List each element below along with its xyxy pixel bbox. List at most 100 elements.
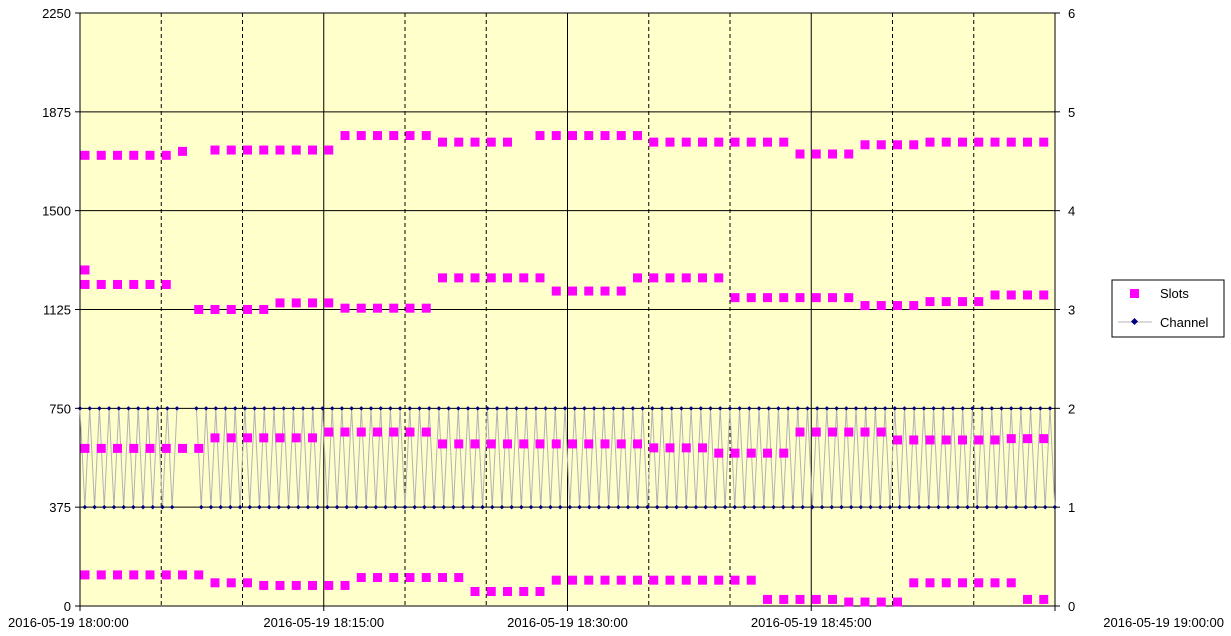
x-tick-label: 2016-05-19 18:45:00 (751, 615, 872, 630)
slots-point (389, 131, 399, 141)
channel-point (329, 406, 335, 411)
channel-point (431, 504, 437, 510)
slots-point (373, 427, 382, 437)
slots-point (519, 439, 529, 449)
channel-point (247, 504, 253, 510)
channel-point (679, 406, 684, 411)
slots-point (958, 297, 967, 307)
slots-point (519, 587, 529, 597)
channel-point (582, 406, 587, 411)
channel-point (965, 504, 970, 510)
slots-point (243, 433, 252, 443)
slots-point (568, 131, 577, 141)
slots-point (324, 427, 334, 437)
channel-point (155, 406, 160, 411)
y-right-tick-label: 0 (1068, 599, 1075, 614)
channel-point (1038, 406, 1043, 411)
slots-point (828, 427, 837, 437)
channel-point (538, 504, 544, 510)
slots-point (746, 293, 756, 303)
slots-point (1006, 434, 1016, 444)
legend-slots-label: Slots (1160, 286, 1189, 301)
channel-point (315, 504, 320, 510)
slots-point (698, 575, 707, 585)
channel-point (776, 406, 781, 411)
slots-point (551, 439, 561, 449)
slots-point (746, 137, 756, 147)
channel-point (974, 504, 980, 510)
slots-point (551, 286, 561, 296)
slots-point (389, 303, 399, 313)
channel-point (165, 406, 170, 411)
channel-point (465, 406, 471, 411)
channel-point (916, 504, 922, 510)
channel-point (291, 406, 296, 411)
channel-point (97, 406, 102, 411)
slots-point (1039, 137, 1049, 147)
slots-point (1039, 594, 1049, 604)
slots-point (389, 573, 399, 583)
slots-point (925, 435, 935, 445)
slots-point (438, 137, 447, 147)
slots-point (161, 443, 171, 453)
slots-point (811, 293, 821, 303)
slots-point (698, 137, 707, 147)
slots-point (259, 580, 269, 590)
channel-point (810, 504, 815, 510)
slots-point (340, 131, 350, 141)
slots-point (1039, 434, 1049, 444)
slots-point (893, 140, 902, 150)
channel-point (868, 504, 873, 510)
slots-point (909, 435, 919, 445)
channel-point (150, 504, 156, 510)
channel-point (824, 406, 830, 411)
slots-point (96, 443, 106, 453)
legend-slots-marker (1130, 289, 1139, 298)
channel-point (620, 406, 626, 411)
slots-point (486, 439, 496, 449)
channel-point (766, 406, 771, 411)
slots-point (340, 303, 350, 313)
channel-point (911, 406, 917, 411)
slots-point (795, 594, 805, 604)
channel-point (1008, 406, 1014, 411)
slots-point (649, 137, 659, 147)
axes: 0 375 750 1125 1500 1875 2250 0 1 2 3 4 5 6 2016-05-19… (8, 6, 1224, 630)
slots-point (649, 443, 659, 453)
slots-point (844, 597, 854, 607)
channel-point (499, 504, 505, 510)
slots-point (844, 293, 854, 303)
channel-point (717, 406, 723, 411)
channel-point (228, 504, 233, 510)
slots-series (80, 131, 1049, 607)
slots-point (730, 137, 740, 147)
slots-point (828, 594, 837, 604)
channel-point (713, 504, 718, 510)
slots-point (633, 575, 642, 585)
channel-point (426, 406, 432, 411)
slots-point (503, 273, 512, 283)
slots-point (1006, 290, 1016, 300)
slots-point (486, 587, 496, 597)
channel-point (392, 504, 398, 510)
channel-point (771, 504, 776, 510)
slots-point (161, 279, 171, 289)
slots-point (665, 137, 675, 147)
slots-point (584, 439, 594, 449)
slots-point (454, 273, 464, 283)
y-left-tick-label: 750 (49, 401, 71, 416)
slots-point (470, 587, 480, 597)
channel-point (131, 504, 136, 510)
slots-point (438, 439, 447, 449)
slots-point (714, 575, 724, 585)
slots-point (275, 298, 285, 308)
slots-point (681, 443, 691, 453)
channel-point (722, 504, 728, 510)
y-right-tick-label: 3 (1068, 303, 1075, 318)
channel-point (320, 406, 325, 411)
slots-point (893, 301, 902, 311)
slots-point (925, 297, 935, 307)
slots-point (779, 137, 789, 147)
slots-point (535, 439, 545, 449)
channel-point (572, 406, 577, 411)
